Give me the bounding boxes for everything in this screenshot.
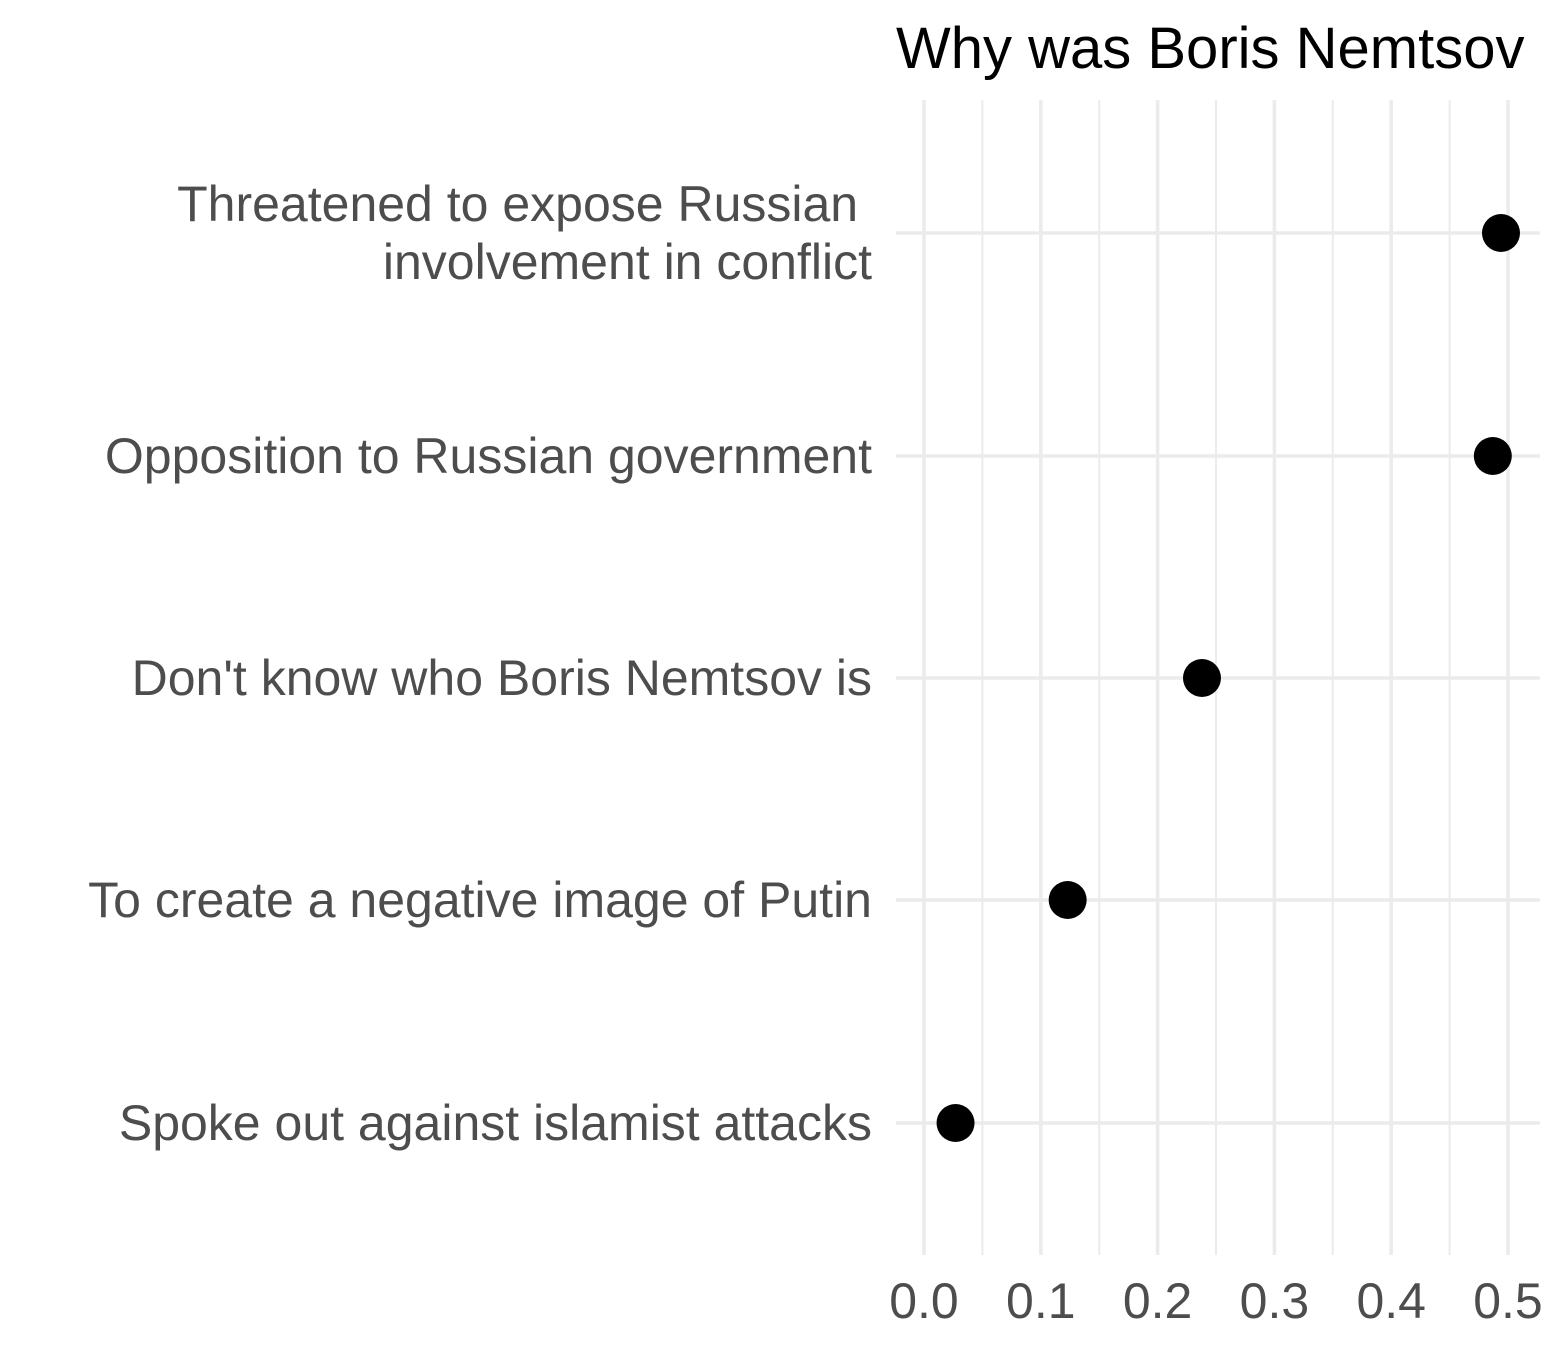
category-label-line: Opposition to Russian government bbox=[105, 428, 872, 484]
data-points bbox=[936, 214, 1520, 1142]
category-label-line: Threatened to expose Russian bbox=[177, 176, 872, 232]
category-label: Don't know who Boris Nemtsov is bbox=[132, 650, 872, 706]
x-tick-label: 0.4 bbox=[1356, 1273, 1426, 1329]
category-label-line: Don't know who Boris Nemtsov is bbox=[132, 650, 872, 706]
x-tick-label: 0.2 bbox=[1123, 1273, 1193, 1329]
x-tick-label: 0.5 bbox=[1473, 1273, 1543, 1329]
data-point bbox=[936, 1104, 975, 1142]
category-label: To create a negative image of Putin bbox=[88, 872, 872, 928]
category-label-line: To create a negative image of Putin bbox=[88, 872, 872, 928]
category-label: Opposition to Russian government bbox=[105, 428, 872, 484]
x-tick-label: 0.3 bbox=[1240, 1273, 1310, 1329]
y-axis-labels: Threatened to expose Russian involvement… bbox=[88, 176, 872, 1151]
chart-title: Why was Boris Nemtsov bbox=[896, 16, 1524, 81]
x-tick-label: 0.0 bbox=[889, 1273, 959, 1329]
category-label-line: involvement in conflict bbox=[383, 234, 872, 290]
data-point bbox=[1481, 214, 1520, 252]
category-label-line: Spoke out against islamist attacks bbox=[119, 1095, 872, 1151]
category-label: Threatened to expose Russian involvement… bbox=[177, 176, 872, 290]
x-axis-tick-labels: 0.0 0.1 0.2 0.3 0.4 0.5 bbox=[889, 1273, 1543, 1329]
data-point bbox=[1473, 437, 1512, 475]
category-label: Spoke out against islamist attacks bbox=[119, 1095, 872, 1151]
data-point bbox=[1182, 659, 1221, 697]
data-point bbox=[1048, 881, 1087, 919]
x-tick-label: 0.1 bbox=[1006, 1273, 1076, 1329]
